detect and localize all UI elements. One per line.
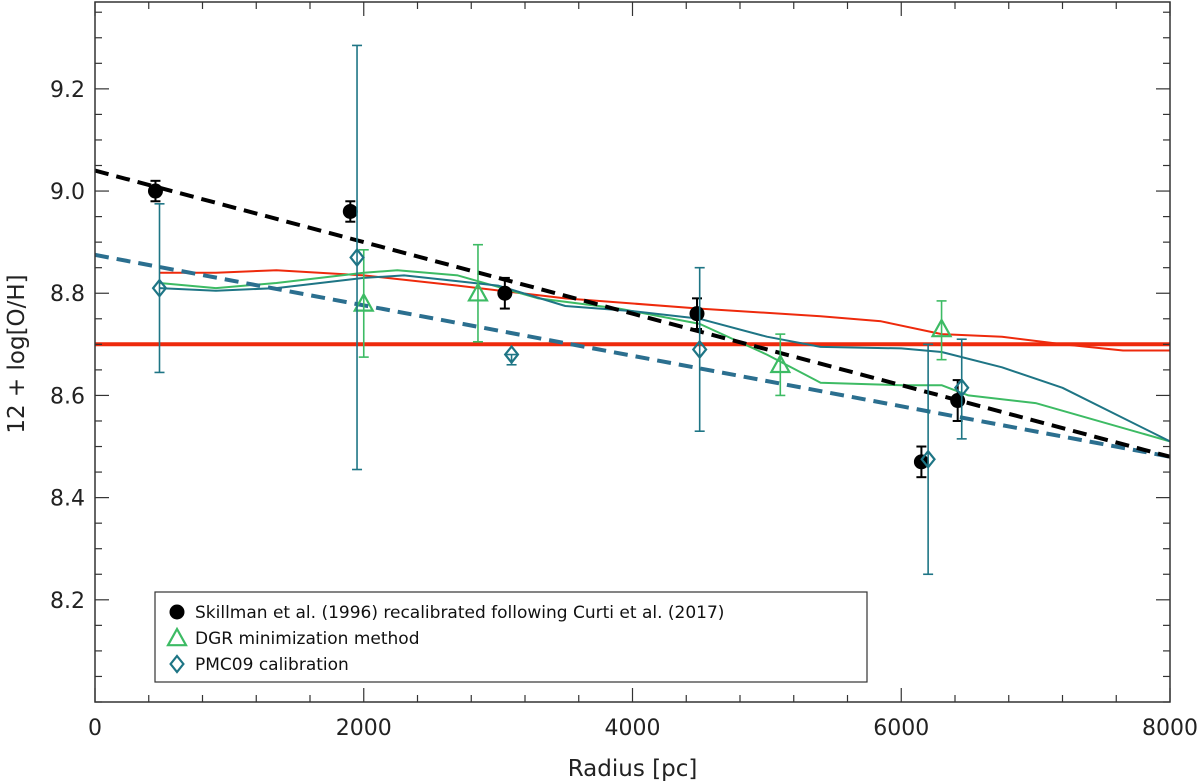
- y-tick-label: 8.4: [50, 487, 85, 512]
- series-2-point-0: [151, 278, 168, 298]
- series-0-point-1: [342, 203, 358, 219]
- x-axis-title: Radius [pc]: [568, 756, 698, 781]
- legend-marker: [169, 604, 185, 620]
- series-0-point-3: [689, 306, 705, 322]
- points-layer: [147, 44, 970, 576]
- series-2-point-4: [920, 449, 936, 470]
- line-green-profile: [159, 269, 1170, 443]
- y-tick-label: 8.8: [50, 282, 85, 307]
- axes-layer: 0 2000 4000 6000 8000 8.2 8.4 8.6 8.8 9.0 9.2 Radiu…: [4, 1, 1198, 781]
- series-1-errorbar-0: [358, 249, 369, 358]
- series-1-point-3: [930, 317, 953, 338]
- series-1-point-2: [769, 353, 792, 374]
- series-2-errorbar-0: [154, 203, 165, 374]
- legend-box: [154, 591, 868, 683]
- legend-label: Skillman et al. (1996) recalibrated foll…: [195, 603, 724, 623]
- series-2-point-3: [691, 339, 708, 360]
- legend-entry: PMC09 calibration: [169, 654, 349, 675]
- series-2-errorbar-5: [956, 338, 967, 440]
- y-tick-label: 9.2: [50, 78, 85, 103]
- line-red-profile: [159, 269, 1170, 352]
- series-2-errorbar-4: [923, 343, 934, 576]
- x-tick-label: 4000: [605, 716, 661, 741]
- line-blue-dashed-fit: [95, 252, 1170, 459]
- series-0-point-4: [913, 454, 929, 470]
- legend-entry: Skillman et al. (1996) recalibrated foll…: [169, 603, 724, 623]
- series-1-errorbar-1: [472, 243, 483, 343]
- x-tick-label: 0: [88, 716, 102, 741]
- y-tick-label: 8.2: [50, 589, 85, 614]
- series-2-errorbar-3: [694, 266, 705, 432]
- series-1-point-0: [352, 292, 375, 312]
- series-1-errorbar-2: [775, 333, 786, 397]
- legend-label: PMC09 calibration: [195, 655, 349, 675]
- legend-label: DGR minimization method: [195, 629, 420, 649]
- series-1-point-1: [467, 281, 489, 302]
- series-0-point-2: [497, 285, 513, 301]
- legend-marker: [166, 626, 188, 647]
- series-1-errorbar-3: [936, 300, 947, 361]
- legend-marker: [169, 654, 185, 674]
- x-tick-label: 6000: [873, 716, 929, 741]
- x-tick-label: 8000: [1142, 716, 1198, 741]
- series-2-point-2: [503, 344, 520, 365]
- y-axis-title: 12 + log[O/H]: [4, 274, 30, 433]
- legend: Skillman et al. (1996) recalibrated foll…: [154, 591, 868, 683]
- line-teal-profile: [159, 274, 1170, 443]
- x-tick-label: 2000: [336, 716, 392, 741]
- series-2-point-1: [349, 247, 365, 268]
- series-2-point-5: [953, 378, 970, 398]
- y-tick-label: 9.0: [50, 180, 85, 205]
- line-black-dashed-fit: [95, 168, 1170, 459]
- y-tick-label: 8.6: [50, 384, 85, 409]
- series-0-point-0: [147, 183, 163, 199]
- lines-layer: [95, 168, 1170, 459]
- legend-entry: DGR minimization method: [166, 626, 420, 649]
- series-2-errorbar-1: [352, 44, 363, 471]
